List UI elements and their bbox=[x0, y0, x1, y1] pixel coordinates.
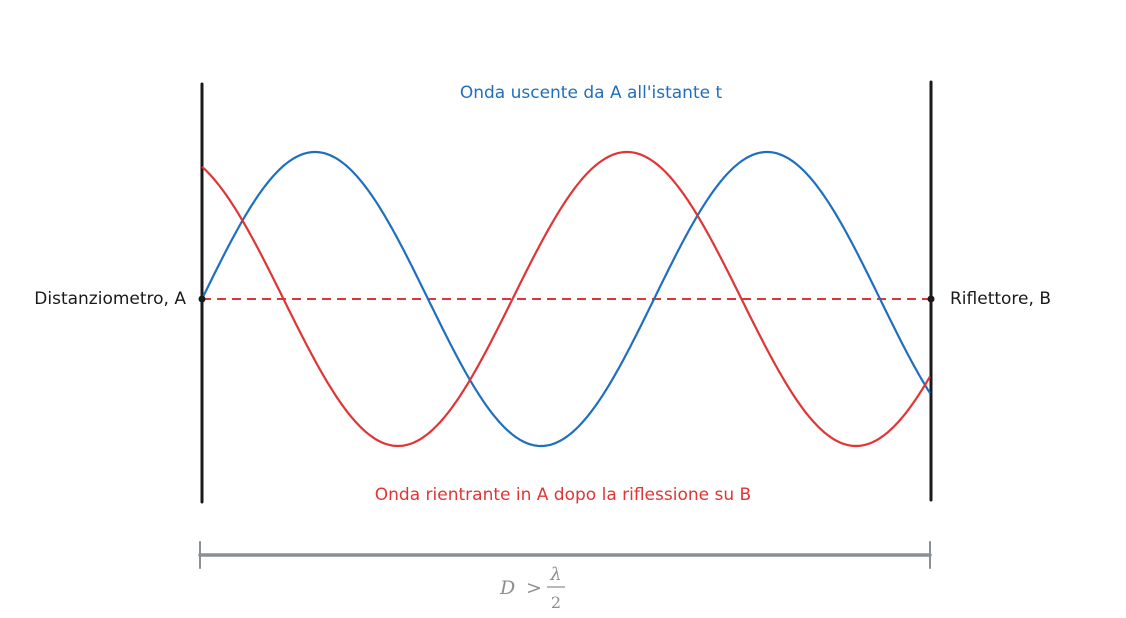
returning-wave bbox=[201, 150, 931, 448]
point-a-label: Distanziometro, A bbox=[34, 289, 186, 309]
formula-numerator: λ bbox=[549, 564, 561, 585]
formula-operator: > bbox=[526, 577, 542, 599]
formula-lhs: D bbox=[499, 577, 515, 599]
formula-denominator: 2 bbox=[551, 593, 561, 612]
returning-wave-label: Onda rientrante in A dopo la riflessione… bbox=[375, 485, 751, 505]
outgoing-wave bbox=[201, 150, 931, 448]
distance-dimension bbox=[198, 541, 932, 569]
point-b-dot bbox=[927, 295, 935, 303]
distance-formula: D > λ 2 bbox=[499, 564, 565, 612]
outgoing-wave-label: Onda uscente da A all'istante t bbox=[460, 83, 723, 103]
point-b-label: Riflettore, B bbox=[950, 289, 1051, 309]
point-a-dot bbox=[198, 295, 206, 303]
